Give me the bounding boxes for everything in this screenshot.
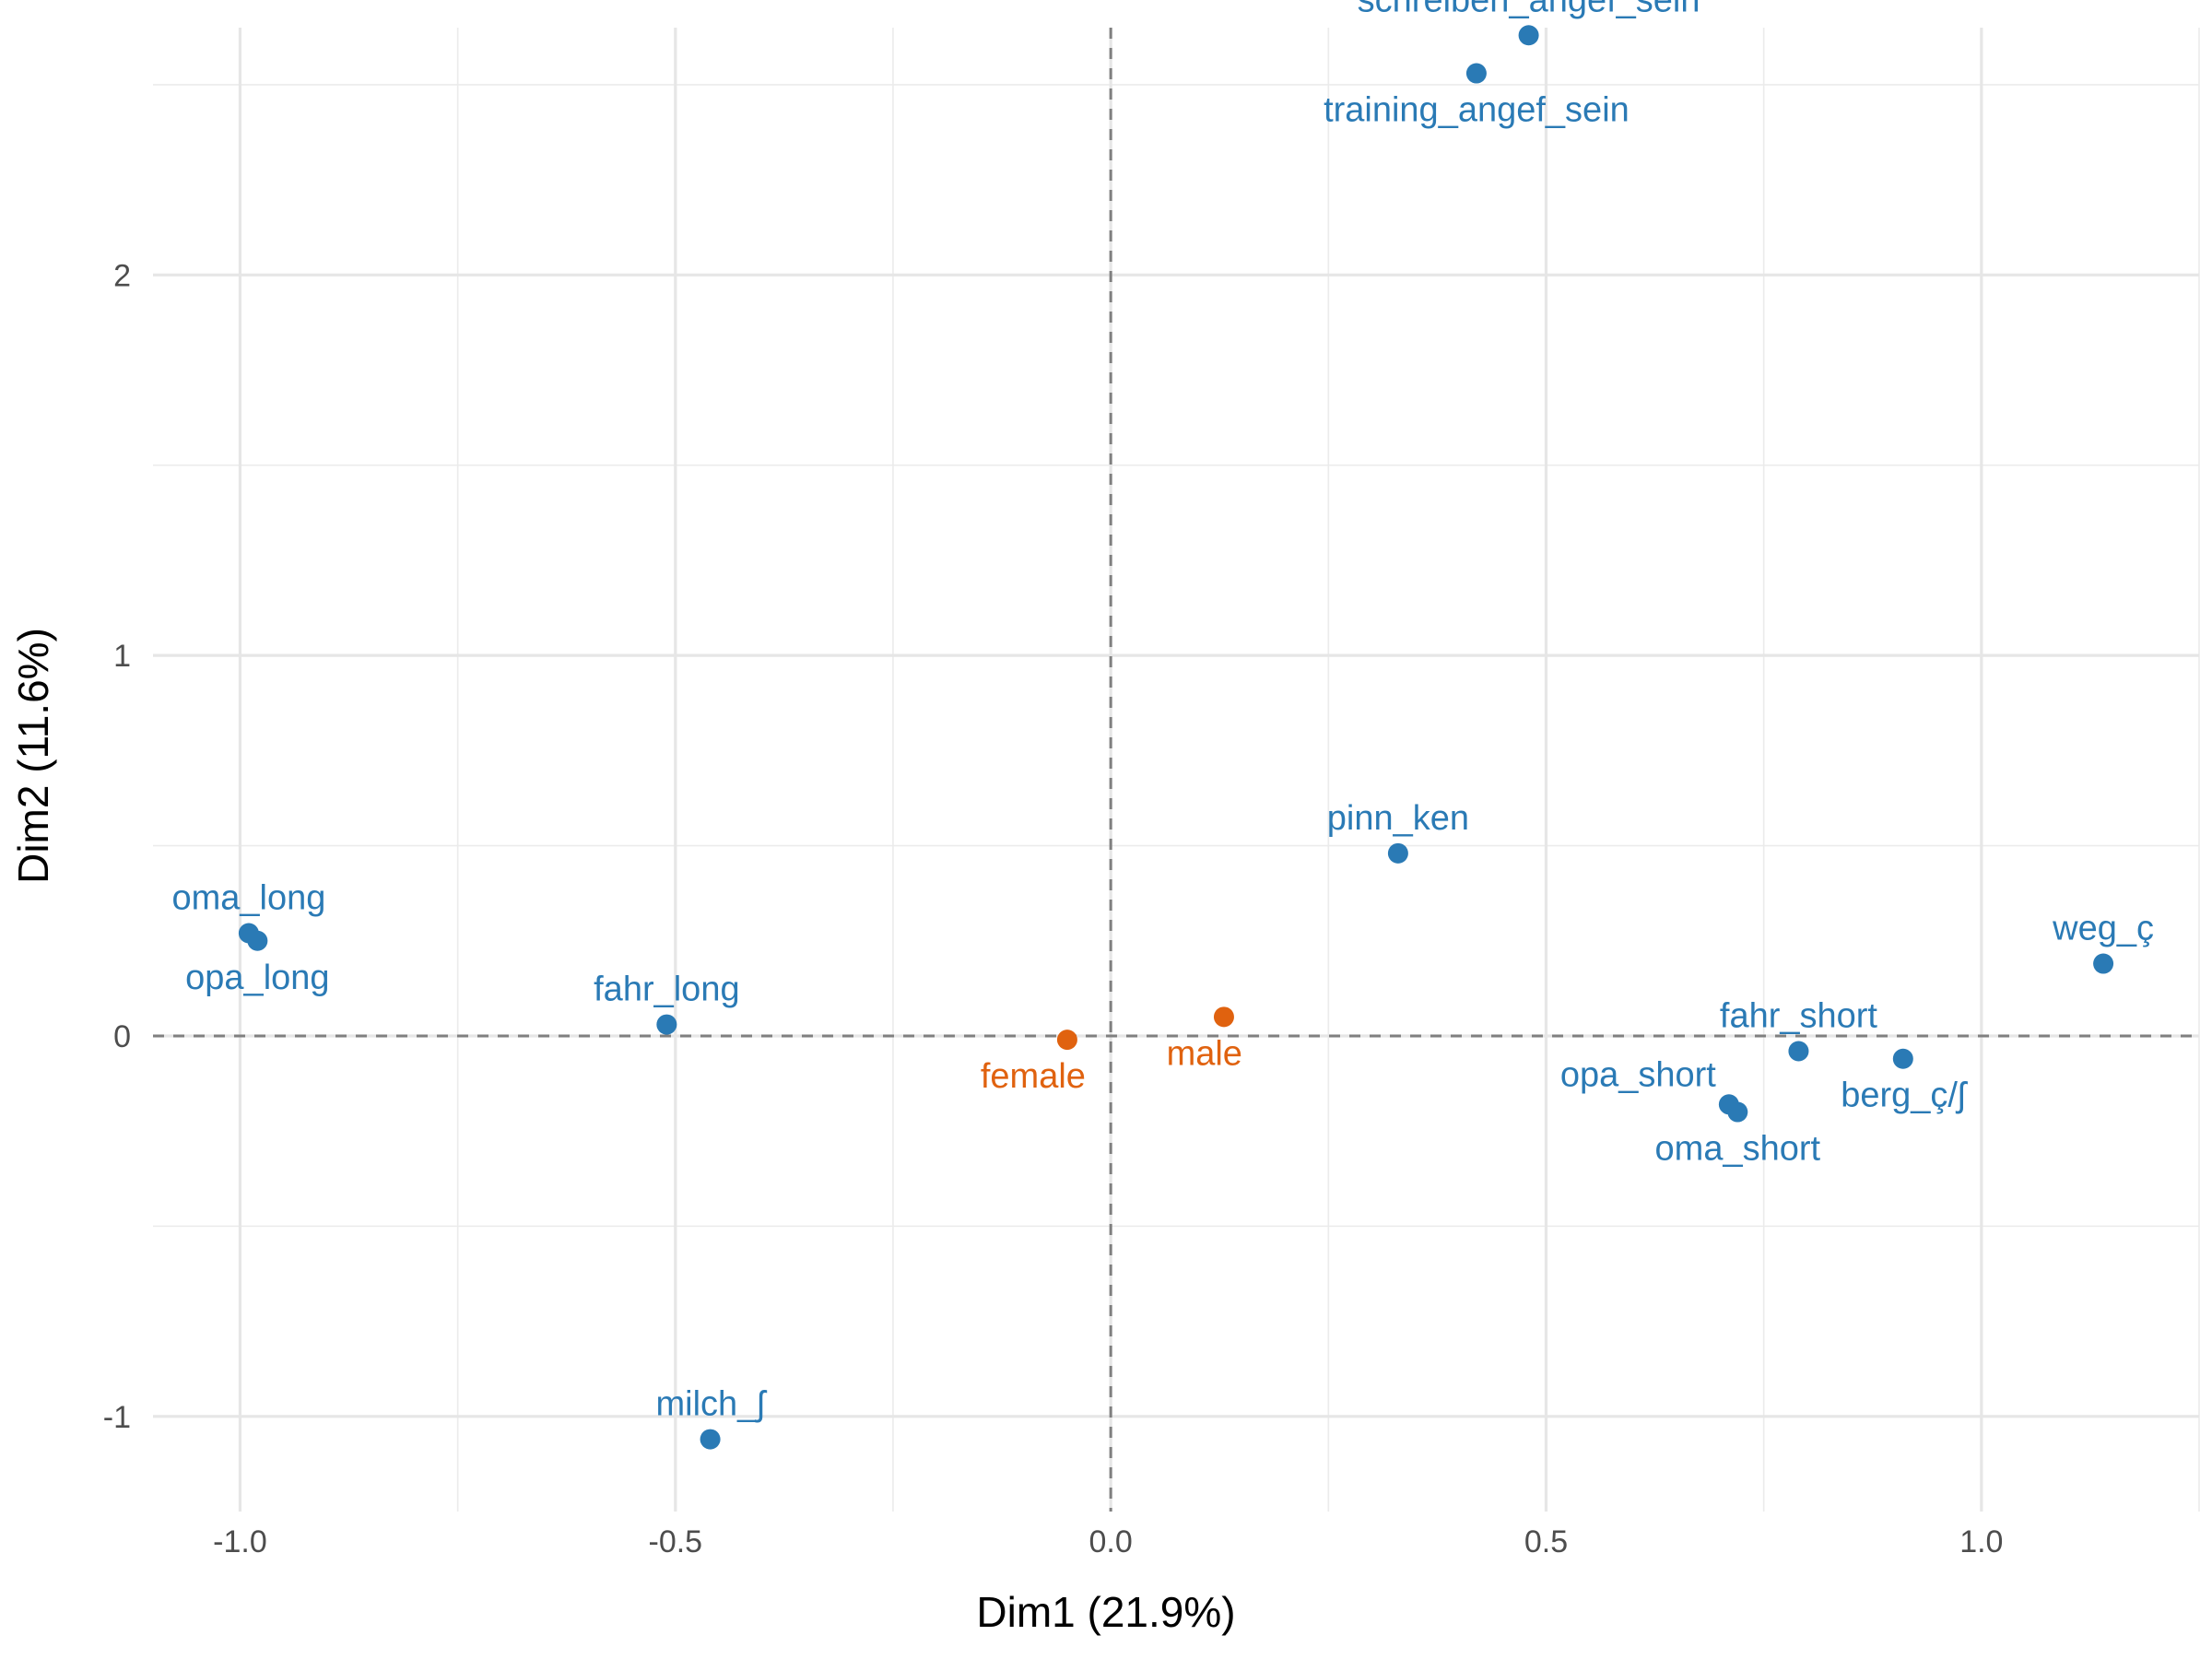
point-label: male — [1167, 1034, 1242, 1073]
point-label: oma_long — [171, 879, 325, 918]
y-tick-label: 1 — [113, 639, 131, 674]
data-point — [1892, 1048, 1913, 1069]
data-point — [656, 1014, 677, 1035]
point-label: female — [981, 1057, 1086, 1096]
x-tick-label: 1.0 — [1959, 1524, 2003, 1559]
reference-lines — [153, 28, 2199, 1512]
point-label: pinn_ken — [1327, 799, 1469, 838]
data-point — [1788, 1041, 1809, 1062]
grid — [153, 28, 2200, 1512]
point-label: schreiben_angef_sein — [1358, 0, 1700, 19]
data-point — [1465, 63, 1487, 84]
point-label: fahr_short — [1720, 996, 1878, 1035]
x-tick-label: -1.0 — [213, 1524, 267, 1559]
data-point — [2093, 953, 2114, 974]
data-point — [1518, 25, 1539, 46]
point-label: oma_short — [1655, 1130, 1821, 1169]
point-label: weg_ç — [2052, 910, 2154, 948]
point-label: berg_ç/ʃ — [1841, 1077, 1968, 1115]
x-tick-label: -0.5 — [649, 1524, 703, 1559]
point-labels: schreiben_angef_sein training_angef_seinp… — [171, 0, 2154, 1424]
y-tick-label: 2 — [113, 258, 131, 293]
data-point — [1387, 842, 1408, 864]
y-tick-label: 0 — [113, 1019, 131, 1054]
tick-labels: -1.0 -0.5 0.0 0.5 1.0 -1 0 1 2 — [103, 258, 2004, 1559]
point-label: milch_ʃ — [655, 1385, 767, 1424]
y-tick-label: -1 — [103, 1400, 131, 1435]
x-tick-label: 0.0 — [1089, 1524, 1133, 1559]
point-label: training_angef_sein — [1324, 91, 1630, 130]
point-label: fahr_long — [594, 971, 739, 1009]
point-label: opa_short — [1560, 1055, 1716, 1094]
data-point — [247, 930, 268, 951]
x-axis-title: Dim1 (21.9%) — [976, 1588, 1235, 1636]
x-tick-label: 0.5 — [1524, 1524, 1568, 1559]
data-point — [1727, 1101, 1748, 1123]
data-point — [700, 1429, 721, 1450]
data-point — [1056, 1030, 1077, 1051]
data-points — [238, 25, 2114, 1450]
point-label: opa_long — [185, 959, 329, 997]
y-axis-title: Dim2 (11.6%) — [9, 628, 57, 884]
data-point — [1213, 1006, 1234, 1028]
